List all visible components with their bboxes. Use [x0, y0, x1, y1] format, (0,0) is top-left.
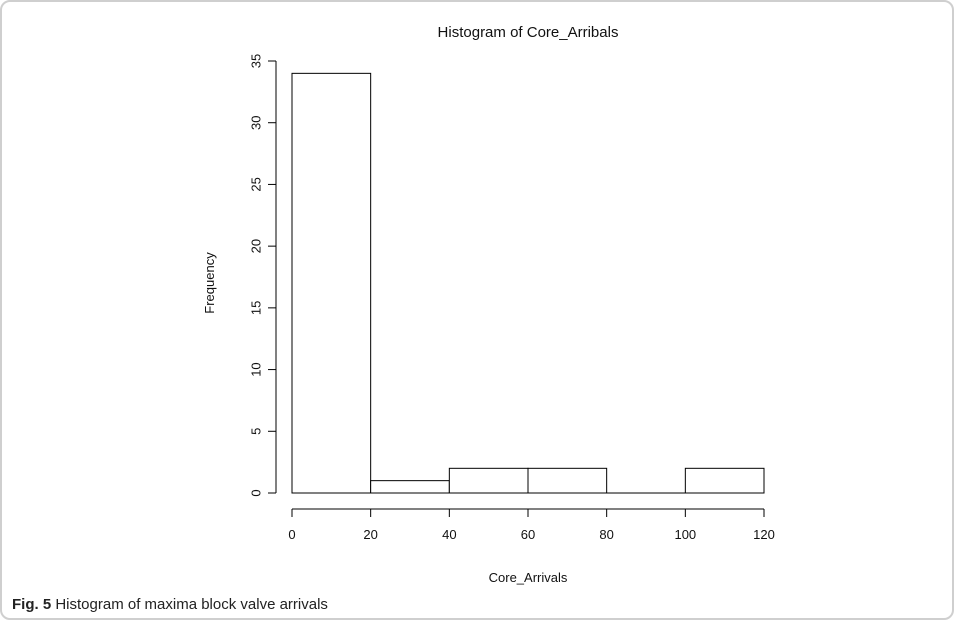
- y-tick-label-2: 10: [248, 362, 263, 376]
- x-axis-label: Core_Arrivals: [489, 570, 568, 585]
- histogram-bar-5: [684, 467, 765, 494]
- histogram-bar-3: [527, 467, 608, 494]
- x-tick-label-0: 0: [288, 527, 295, 542]
- figure-caption-text: Histogram of maxima block valve arrivals: [55, 596, 328, 613]
- y-tick-label-3: 15: [248, 301, 263, 315]
- chart-title: Histogram of Core_Arribals: [438, 24, 619, 41]
- y-tick-label-0: 0: [248, 489, 263, 496]
- histogram-bar-1: [370, 480, 450, 494]
- y-tick-label-1: 5: [248, 428, 263, 435]
- y-tick-label-4: 20: [248, 239, 263, 253]
- histogram-chart: Histogram of Core_Arribals 0 20 40 60 80 100 1…: [202, 24, 775, 585]
- x-tick-label-4: 80: [599, 527, 613, 542]
- histogram-bar-2: [448, 467, 529, 494]
- x-tick-label-6: 120: [753, 527, 775, 542]
- y-tick-label-5: 25: [248, 177, 263, 191]
- y-tick-label-6: 30: [248, 115, 263, 129]
- y-tick-label-7: 35: [248, 54, 263, 68]
- y-axis: 0 5 10 15 20 25 30 35: [248, 54, 277, 497]
- bars-group: [291, 72, 765, 494]
- x-tick-label-5: 100: [674, 527, 696, 542]
- x-tick-label-3: 60: [521, 527, 535, 542]
- x-tick-label-2: 40: [442, 527, 456, 542]
- figure-label: Fig. 5: [12, 596, 52, 613]
- x-axis: 0 20 40 60 80 100 120: [288, 508, 775, 542]
- figure-caption: Fig. 5 Histogram of maxima block valve a…: [12, 596, 328, 613]
- x-tick-label-1: 20: [363, 527, 377, 542]
- y-axis-label: Frequency: [202, 252, 217, 314]
- histogram-bar-0: [291, 72, 372, 494]
